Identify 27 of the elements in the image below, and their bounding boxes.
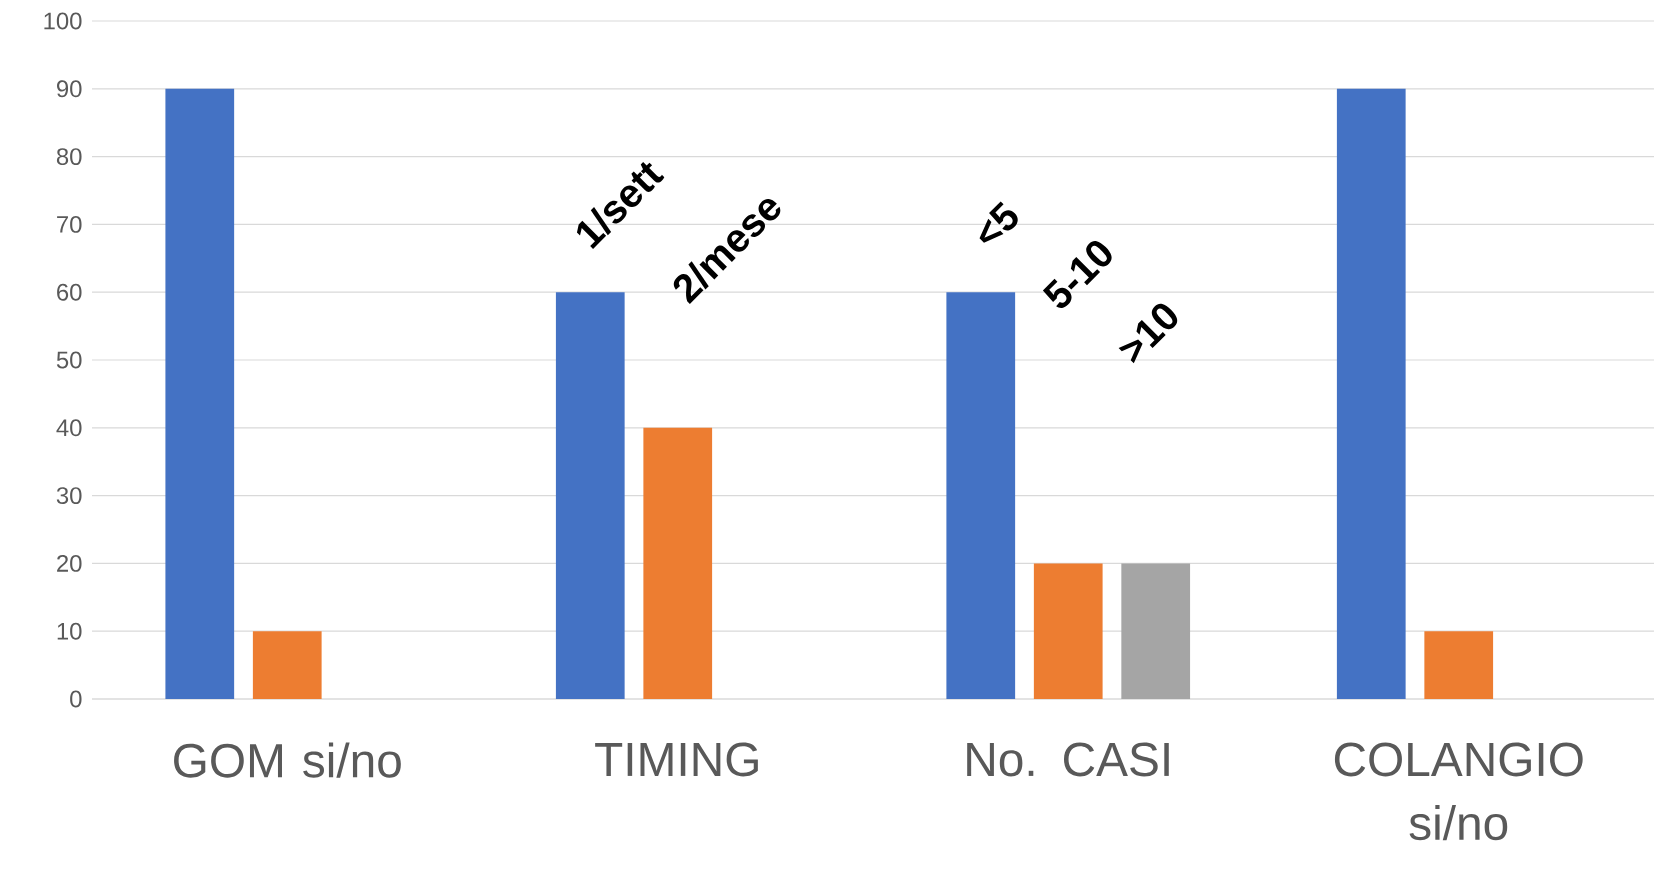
bar (1121, 563, 1191, 699)
bar (252, 631, 322, 699)
bar (1424, 631, 1494, 699)
y-tick-label: 90 (57, 80, 82, 98)
y-tick-label: 80 (56, 148, 82, 166)
annotation: 5-10 (1042, 240, 1112, 308)
x-tick-label: COLANGIO si/no (1334, 742, 1583, 841)
bar (1336, 88, 1406, 699)
bar (946, 292, 1016, 699)
y-tick-label: 0 (70, 690, 82, 708)
annotation: >10 (1118, 303, 1178, 364)
x-tick-label: No. CASI (967, 742, 1169, 777)
x-tick-label: GOM si/no (174, 742, 401, 778)
y-tick-label: 30 (56, 487, 82, 505)
bar (555, 292, 625, 699)
y-tick-label: 10 (57, 622, 82, 640)
y-tick-label: 50 (56, 351, 82, 369)
y-tick-label: 40 (56, 419, 82, 437)
annotation: <5 (979, 201, 1018, 243)
y-tick-label: 70 (57, 215, 82, 233)
y-tick-label: 60 (57, 283, 82, 301)
x-tick-label: TIMING (595, 742, 758, 777)
bar (643, 427, 713, 699)
y-tick-label: 100 (44, 12, 82, 30)
bar (1033, 563, 1103, 699)
bar (165, 88, 235, 699)
y-tick-label: 20 (57, 554, 82, 572)
